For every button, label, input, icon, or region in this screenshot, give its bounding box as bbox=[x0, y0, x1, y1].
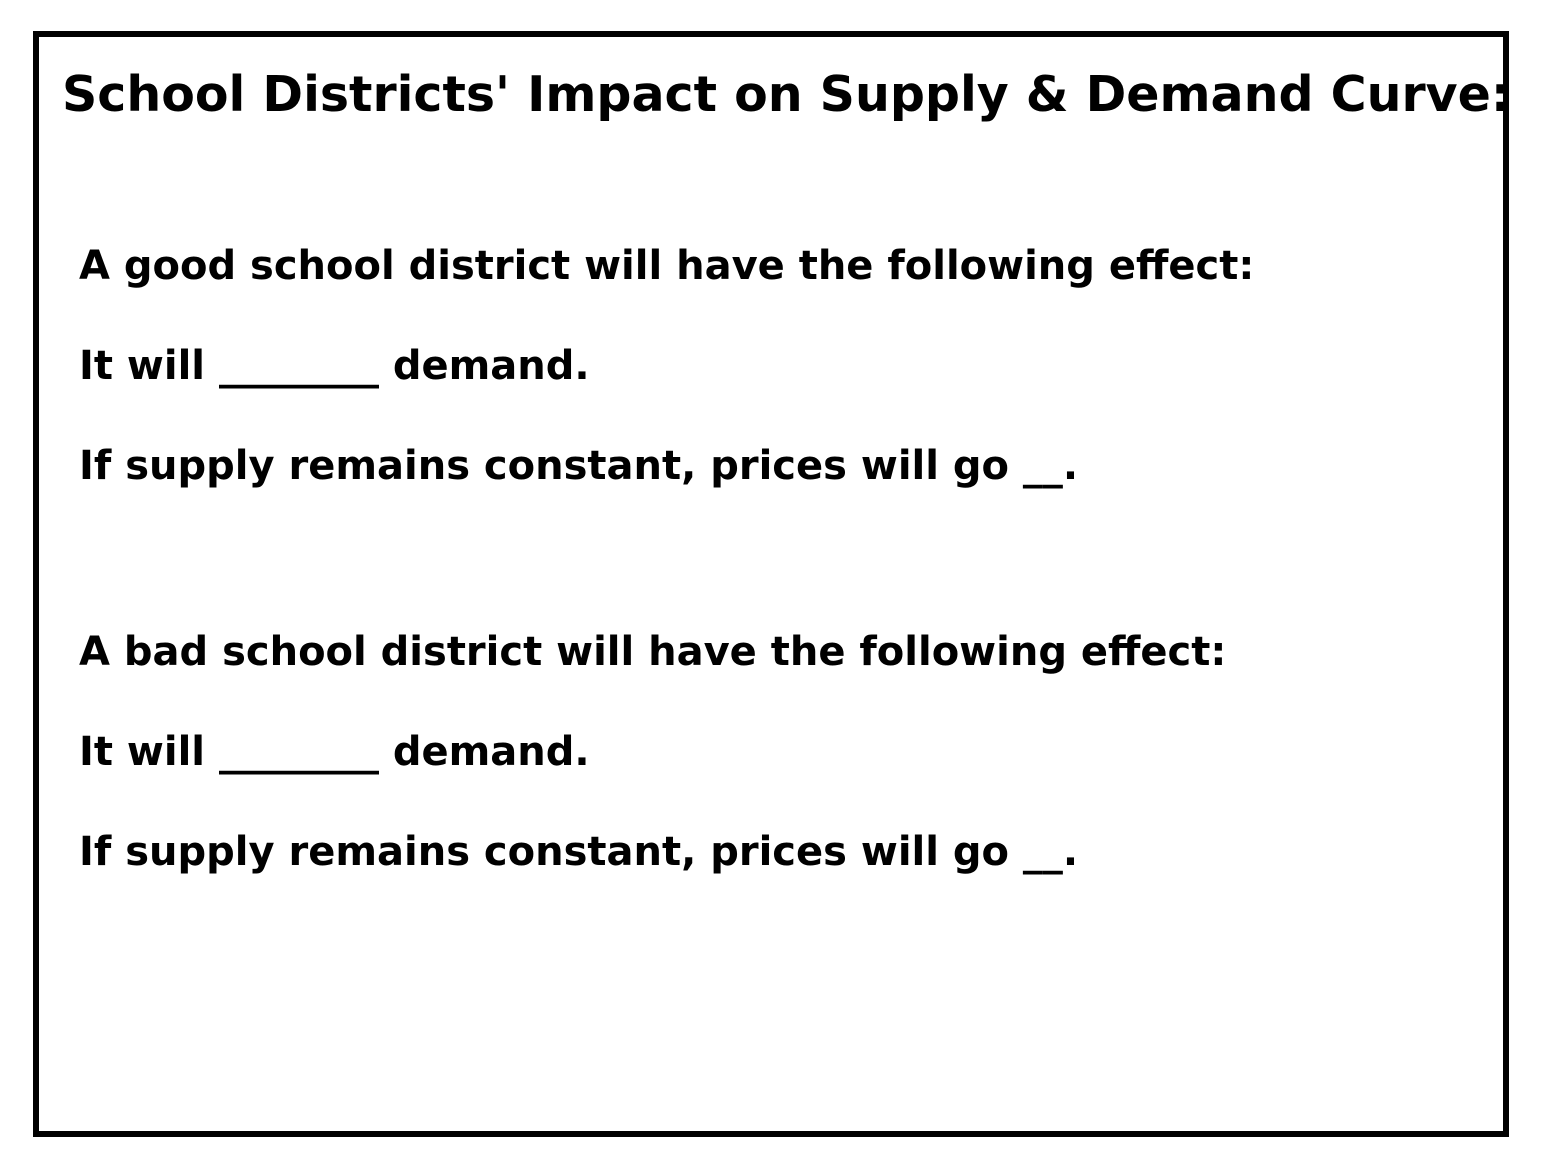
good-district-price-prompt: If supply remains constant, prices will … bbox=[79, 443, 1079, 489]
bad-district-price-prompt: If supply remains constant, prices will … bbox=[79, 829, 1079, 875]
good-district-demand-prompt: It will ________ demand. bbox=[79, 343, 590, 389]
good-district-heading: A good school district will have the fol… bbox=[79, 243, 1255, 289]
page-title: School Districts' Impact on Supply & Dem… bbox=[62, 66, 1511, 123]
bad-district-demand-prompt: It will ________ demand. bbox=[79, 729, 590, 775]
bad-district-heading: A bad school district will have the foll… bbox=[79, 629, 1227, 675]
worksheet-frame bbox=[33, 31, 1509, 1137]
